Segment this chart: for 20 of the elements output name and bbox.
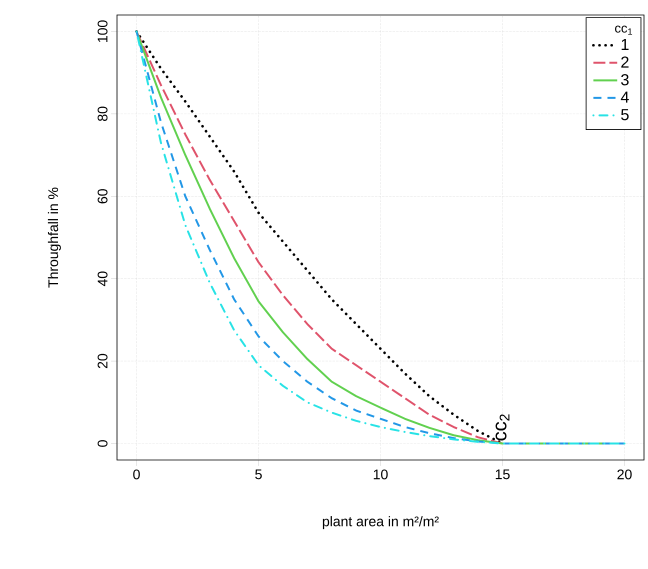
legend-title: cc$_{1}$ [615,26,632,35]
y-tick-label: 60 [98,189,108,204]
x-tick-label: 0 [133,469,140,480]
legend-label: 2 [621,56,629,68]
y-tick-label: 40 [98,271,108,286]
legend-label: 5 [621,109,629,120]
y-tick-label: 80 [98,106,108,122]
x-tick-label: 15 [496,469,510,480]
y-tick-label: 100 [98,20,108,42]
x-axis-title: plant area in m²/m² [322,516,439,530]
annotation: cc$_{2}$ [496,414,510,440]
y-tick-label: 0 [98,440,108,447]
x-tick-label: 10 [374,469,388,480]
legend-label: 1 [622,39,629,50]
legend-label: 4 [620,92,629,103]
legend-label: 3 [621,74,629,86]
y-axis-title: Throughfall in % [48,188,61,288]
x-tick-label: 20 [617,469,632,480]
x-tick-label: 5 [255,469,262,480]
y-tick-label: 20 [98,354,108,368]
